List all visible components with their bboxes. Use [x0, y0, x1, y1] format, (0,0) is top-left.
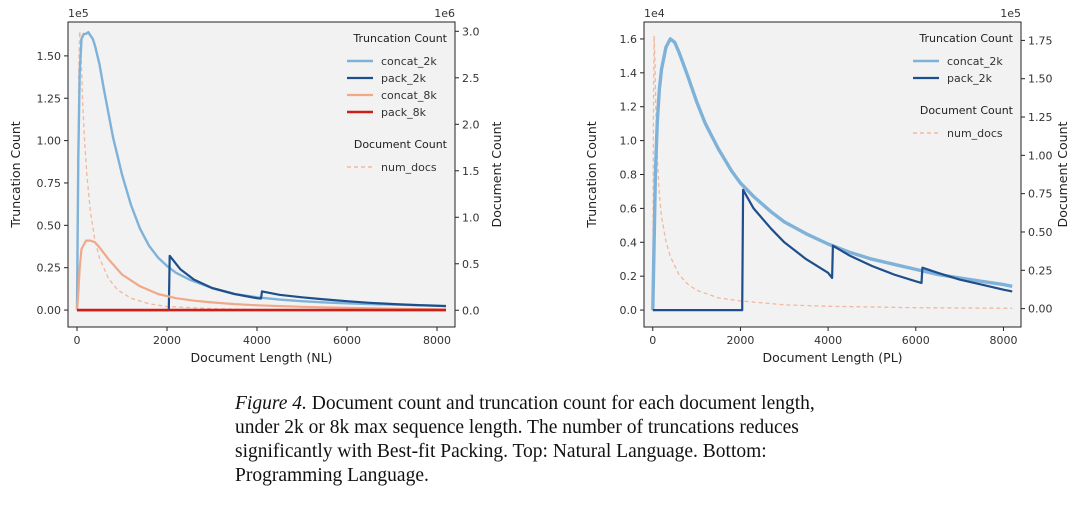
- x-tick-label: 0: [649, 334, 656, 347]
- figure-label: Figure 4.: [235, 393, 307, 414]
- y2-tick-label: 1.25: [1028, 111, 1053, 124]
- series-line-concat_8k: [75, 239, 447, 311]
- y2-tick-label: 1.5: [462, 165, 480, 178]
- y-tick-label: 1.0: [620, 135, 638, 148]
- legend-title-truncation: Truncation Count: [918, 32, 1013, 45]
- legend-label-concat_8k: concat_8k: [381, 89, 437, 102]
- y2-tick-label: 0.0: [462, 304, 480, 317]
- legend-label-pack_2k: pack_2k: [947, 72, 993, 85]
- series-line-num_docs: [76, 30, 447, 311]
- y2-tick-label: 1.0: [462, 211, 480, 224]
- x-tick-label: 2000: [153, 334, 181, 347]
- y-tick-label: 0.25: [37, 262, 62, 275]
- x-tick-label: 0: [74, 334, 81, 347]
- y2-tick-label: 2.5: [462, 72, 480, 85]
- y2-tick-label: 0.25: [1028, 264, 1053, 277]
- x-tick-label: 4000: [243, 334, 271, 347]
- caption-text: Document count and truncation count for …: [235, 393, 815, 486]
- legend-title-document: Document Count: [920, 104, 1014, 117]
- x-tick-label: 8000: [989, 334, 1017, 347]
- x-tick-label: 4000: [814, 334, 842, 347]
- y-multiplier-label: 1e4: [644, 7, 665, 20]
- legend-label-pack_8k: pack_8k: [381, 106, 427, 119]
- y-tick-label: 0.00: [37, 304, 62, 317]
- y-tick-label: 0.50: [37, 219, 62, 232]
- y-axis-label: Truncation Count: [584, 121, 599, 228]
- y2-tick-label: 1.50: [1028, 73, 1053, 86]
- x-tick-label: 8000: [423, 334, 451, 347]
- legend-label-concat_2k: concat_2k: [381, 55, 437, 68]
- chart-panel-1: 0 2000 4000 6000 8000 0.00 0.25 0.50 0.75 1.00 1.2…: [8, 7, 504, 365]
- series-line-pack_2k: [652, 188, 1013, 312]
- x-axis-label: Document Length (PL): [762, 350, 902, 365]
- y-tick-label: 1.2: [620, 101, 638, 114]
- legend-label-num_docs: num_docs: [947, 127, 1003, 140]
- plot-background: [68, 22, 455, 327]
- legend-label-concat_2k: concat_2k: [947, 55, 1003, 68]
- y2-tick-label: 0.5: [462, 258, 480, 271]
- legend-label-pack_2k: pack_2k: [381, 72, 427, 85]
- x-tick-label: 6000: [333, 334, 361, 347]
- y-tick-label: 1.50: [37, 50, 62, 63]
- y2-multiplier-label: 1e5: [1000, 7, 1021, 20]
- y-tick-label: 0.2: [620, 270, 638, 283]
- series-line-concat_2k: [75, 31, 447, 311]
- y-tick-label: 0.4: [620, 236, 638, 249]
- y-tick-label: 1.6: [620, 33, 638, 46]
- y2-axis-label: Document Count: [1055, 121, 1070, 227]
- x-tick-label: 6000: [902, 334, 930, 347]
- y-tick-label: 0.6: [620, 202, 638, 215]
- y-tick-label: 0.8: [620, 169, 638, 182]
- y-tick-label: 0.0: [620, 304, 638, 317]
- y2-tick-label: 0.00: [1028, 303, 1053, 316]
- y2-axis-label: Document Count: [489, 121, 504, 227]
- series-line-pack_2k: [77, 254, 447, 312]
- y-axis-label: Truncation Count: [8, 121, 23, 228]
- x-tick-label: 2000: [726, 334, 754, 347]
- legend-title-truncation: Truncation Count: [352, 32, 447, 45]
- y-tick-label: 1.4: [620, 67, 638, 80]
- legend-label-num_docs: num_docs: [381, 161, 437, 174]
- chart-panel-2: 0 2000 4000 6000 8000 0.0 0.2 0.4 0.6 0.8 1.0 1.2 1.…: [584, 7, 1070, 365]
- y-tick-label: 1.25: [37, 92, 62, 105]
- figure-caption: Figure 4. Document count and truncation …: [235, 392, 835, 488]
- plot-frame: [67, 21, 456, 328]
- y2-tick-label: 1.75: [1028, 34, 1053, 47]
- legend-title-document: Document Count: [354, 138, 448, 151]
- figure-panels: 0 2000 4000 6000 80000.000.250.500.751.001.2…: [8, 7, 1070, 365]
- y-tick-label: 0.75: [37, 177, 62, 190]
- y2-tick-label: 0.75: [1028, 188, 1053, 201]
- y-multiplier-label: 1e5: [68, 7, 89, 20]
- x-axis-label: Document Length (NL): [191, 350, 333, 365]
- y2-tick-label: 2.0: [462, 118, 480, 131]
- y2-tick-label: 3.0: [462, 25, 480, 38]
- y2-tick-label: 1.00: [1028, 149, 1053, 162]
- y2-tick-label: 0.50: [1028, 226, 1053, 239]
- y2-multiplier-label: 1e6: [434, 7, 455, 20]
- y-tick-label: 1.00: [37, 135, 62, 148]
